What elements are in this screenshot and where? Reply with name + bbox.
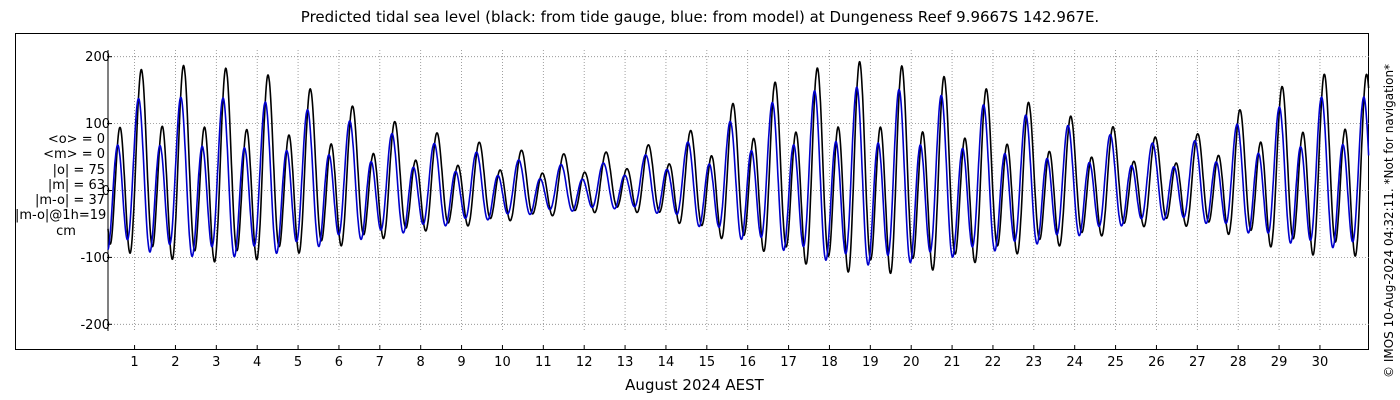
chart-title: Predicted tidal sea level (black: from t… xyxy=(300,8,1100,26)
y-tick-label: -100 xyxy=(80,251,110,266)
x-tick-label: 14 xyxy=(658,355,675,370)
x-tick-label: 12 xyxy=(576,355,593,370)
copyright-credit: © IMOS 10-Aug-2024 04:32:11. *Not for na… xyxy=(1382,63,1396,378)
x-tick-label: 22 xyxy=(985,355,1002,370)
x-tick-label: 25 xyxy=(1107,355,1124,370)
stat-abs-observed: |o| = 75 xyxy=(52,162,105,178)
stat-abs-diff-1h: |m-o|@1h=19 xyxy=(15,208,107,224)
stat-abs-diff: |m-o| = 37 xyxy=(34,193,105,209)
x-tick-label: 8 xyxy=(417,355,425,370)
y-tick-label: -200 xyxy=(80,318,110,333)
stat-mean-model: <m> = 0 xyxy=(43,147,105,163)
x-tick-label: 24 xyxy=(1066,355,1083,370)
x-axis-label: August 2024 AEST xyxy=(625,376,764,394)
x-tick-label: 16 xyxy=(739,355,756,370)
x-tick-label: 29 xyxy=(1271,355,1288,370)
x-tick-label: 28 xyxy=(1230,355,1247,370)
x-tick-label: 5 xyxy=(294,355,302,370)
x-tick-label: 1 xyxy=(130,355,138,370)
y-tick-label: 100 xyxy=(85,117,110,132)
x-tick-label: 3 xyxy=(212,355,220,370)
x-tick-label: 9 xyxy=(457,355,465,370)
stat-abs-model: |m| = 63 xyxy=(47,177,105,193)
x-tick-label: 17 xyxy=(780,355,797,370)
x-tick-label: 10 xyxy=(494,355,511,370)
x-tick-label: 15 xyxy=(699,355,716,370)
x-tick-label: 11 xyxy=(535,355,552,370)
x-tick-label: 30 xyxy=(1312,355,1329,370)
x-tick-label: 27 xyxy=(1189,355,1206,370)
stats-panel: <o> = 0 <m> = 0 |o| = 75 |m| = 63 |m-o| … xyxy=(15,132,107,239)
x-tick-label: 26 xyxy=(1148,355,1165,370)
y-tick-label: 0 xyxy=(102,184,110,199)
x-tick-label: 6 xyxy=(335,355,343,370)
x-tick-label: 18 xyxy=(821,355,838,370)
series-line-model xyxy=(107,86,1370,266)
x-tick-label: 2 xyxy=(171,355,179,370)
x-tick-label: 23 xyxy=(1026,355,1043,370)
x-tick-label: 4 xyxy=(253,355,261,370)
series-line-observed xyxy=(107,60,1370,275)
x-tick-label: 19 xyxy=(862,355,879,370)
stat-unit: cm xyxy=(56,223,76,239)
stat-mean-observed: <o> = 0 xyxy=(47,132,105,147)
x-tick-label: 13 xyxy=(617,355,634,370)
y-tick-label: 200 xyxy=(85,50,110,65)
x-tick-label: 20 xyxy=(903,355,920,370)
x-tick-label: 21 xyxy=(944,355,961,370)
x-tick-label: 7 xyxy=(376,355,384,370)
